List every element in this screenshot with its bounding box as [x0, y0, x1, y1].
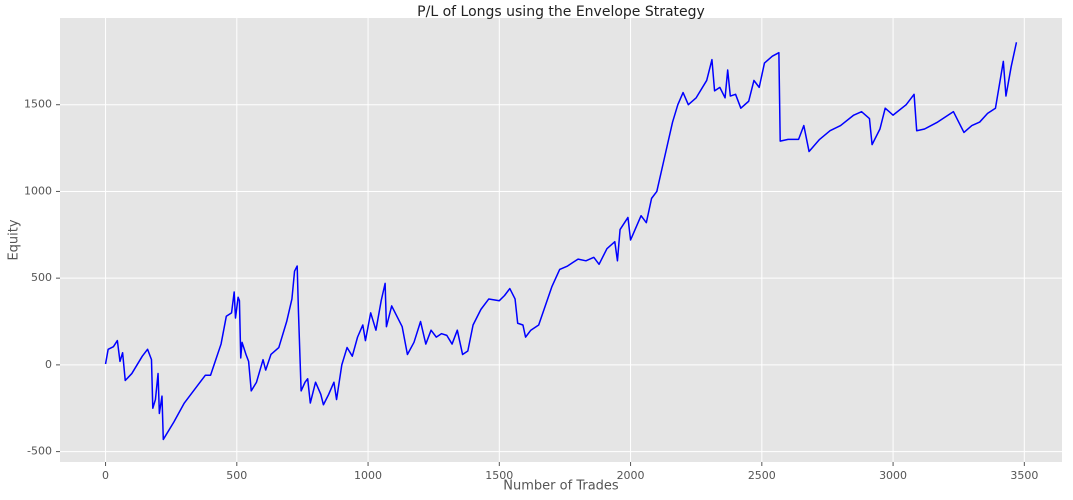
plot-area — [60, 18, 1062, 462]
y-tick-label: -500 — [27, 445, 52, 458]
x-tick-label: 3000 — [879, 469, 907, 482]
x-tick-label: 2000 — [617, 469, 645, 482]
x-tick-label: 2500 — [748, 469, 776, 482]
y-tick-label: 0 — [45, 358, 52, 371]
x-axis-label: Number of Trades — [503, 479, 619, 494]
y-tick-label: 1000 — [24, 184, 52, 197]
x-tick-label: 500 — [226, 469, 247, 482]
y-tick-label: 500 — [31, 271, 52, 284]
y-tick-label: 1500 — [24, 98, 52, 111]
x-tick-label: 3500 — [1010, 469, 1038, 482]
x-tick-label: 1500 — [485, 469, 513, 482]
x-tick-label: 1000 — [354, 469, 382, 482]
x-tick-label: 0 — [102, 469, 109, 482]
y-axis-label: Equity — [7, 219, 22, 260]
chart-title: P/L of Longs using the Envelope Strategy — [417, 4, 705, 20]
equity-line — [104, 42, 1018, 441]
